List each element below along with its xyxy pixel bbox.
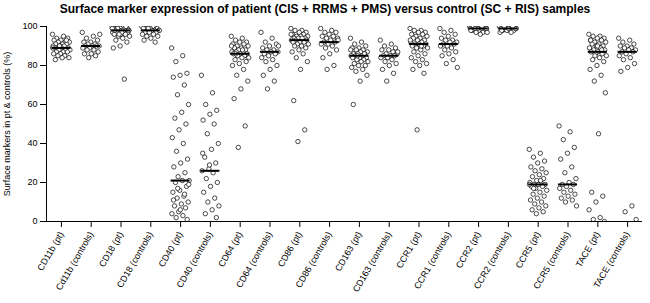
svg-text:CD86 (pt): CD86 (pt) (276, 230, 304, 269)
svg-text:CCR2 (controls): CCR2 (controls) (472, 230, 513, 291)
svg-text:CD40 (controls): CD40 (controls) (174, 230, 214, 290)
svg-text:CD86 (controls): CD86 (controls) (294, 230, 334, 290)
svg-text:CD40 (pt): CD40 (pt) (157, 230, 185, 269)
svg-text:80: 80 (27, 60, 37, 70)
svg-text:CD163 (controls): CD163 (controls) (351, 230, 394, 294)
svg-text:CD64 (controls): CD64 (controls) (234, 230, 274, 290)
svg-text:CD18 (controls): CD18 (controls) (115, 230, 155, 290)
html-text:Surface marker expression of p: Surface marker expression of patient (CI… (59, 2, 591, 16)
svg-text:CCR5 (controls): CCR5 (controls) (531, 230, 572, 291)
svg-text:CD18 (pt): CD18 (pt) (97, 230, 125, 269)
svg-text:Surface markers in pt & contro: Surface markers in pt & controls (%) (2, 52, 12, 197)
svg-text:CCR2 (pt): CCR2 (pt) (454, 230, 483, 270)
svg-text:TACE (pt): TACE (pt) (574, 230, 602, 269)
svg-text:CCR1 (pt): CCR1 (pt) (394, 230, 423, 270)
svg-text:CD163 (pt): CD163 (pt) (333, 230, 364, 273)
svg-text:20: 20 (27, 177, 37, 187)
svg-text:60: 60 (27, 99, 37, 109)
svg-text:CCR5 (pt): CCR5 (pt) (514, 230, 543, 270)
svg-text:100: 100 (22, 21, 37, 31)
svg-text:CCR1 (controls): CCR1 (controls) (412, 230, 453, 291)
svg-text:40: 40 (27, 138, 37, 148)
svg-text:TACE (controls): TACE (controls) (591, 230, 631, 290)
svg-text:0: 0 (32, 216, 37, 226)
svg-text:Cd11b (controls): Cd11b (controls) (54, 230, 96, 292)
svg-text:CD11b (pt): CD11b (pt) (35, 230, 65, 273)
svg-text:CD64 (pt): CD64 (pt) (216, 230, 244, 269)
